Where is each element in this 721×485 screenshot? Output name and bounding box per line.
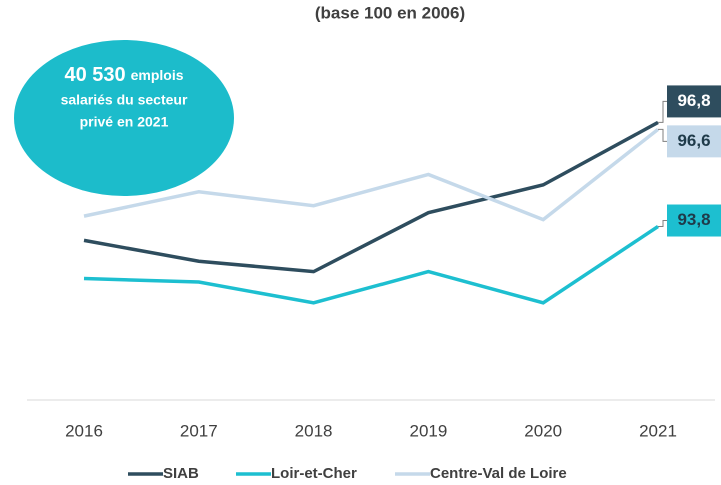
value-label: 96,6 (677, 131, 710, 150)
annotation-text: salariés du secteur (61, 92, 188, 108)
label-leader (658, 100, 667, 123)
label-leader (658, 128, 667, 142)
annotation-number: 40 530 (64, 64, 125, 86)
x-tick-label: 2017 (180, 421, 218, 440)
value-label-box (667, 204, 721, 237)
annotation-bubble (14, 40, 234, 196)
legend-label: Loir-et-Cher (271, 465, 357, 482)
x-tick-label: 2020 (524, 421, 562, 440)
series-line (83, 120, 659, 274)
x-tick-label: 2016 (65, 421, 103, 440)
label-leader (658, 220, 667, 228)
legend-label: SIAB (163, 465, 199, 482)
x-tick-label: 2018 (295, 421, 333, 440)
chart-title: (base 100 en 2006) (315, 3, 465, 22)
value-label-box (667, 85, 721, 118)
annotation-text: privé en 2021 (80, 114, 169, 130)
value-label-box (667, 125, 721, 158)
x-tick-label: 2019 (409, 421, 447, 440)
legend-label: Centre-Val de Loire (430, 465, 567, 482)
series-line (83, 225, 659, 305)
value-label: 93,8 (677, 210, 710, 229)
annotation-text: emplois (131, 67, 184, 83)
annotation-line-1: 40 530 emplois (64, 64, 183, 86)
x-tick-label: 2021 (639, 421, 677, 440)
value-label: 96,8 (677, 91, 710, 110)
series-line (83, 127, 660, 222)
